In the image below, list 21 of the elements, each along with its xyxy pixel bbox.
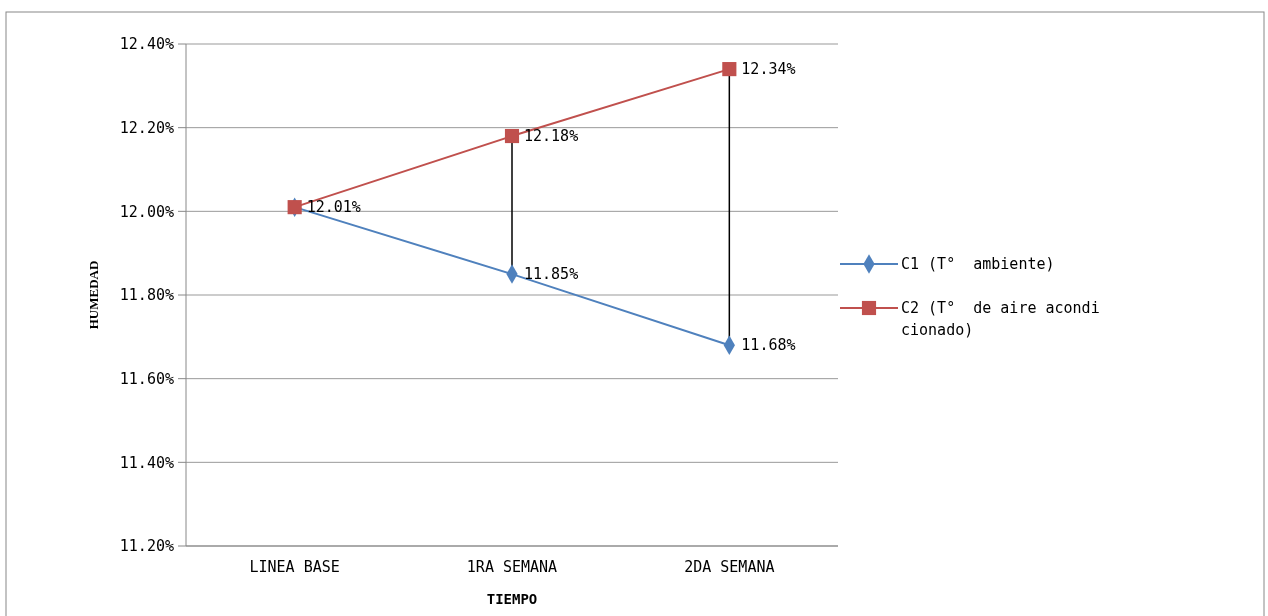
y-tick-label: 11.80% [119,286,174,305]
y-tick-label: 12.20% [119,118,174,137]
y-axis-title: HUMEDAD [86,260,101,330]
y-tick-label: 12.00% [119,202,174,221]
data-label: 11.85% [524,265,579,284]
y-tick-label: 12.40% [119,35,174,54]
y-tick-label: 11.60% [119,369,174,388]
x-tick-label: 1RA SEMANA [466,558,558,576]
data-label: 12.18% [524,127,579,146]
y-tick-label: 11.40% [119,453,174,472]
point [504,128,520,144]
data-label: 11.68% [741,336,796,355]
legend-label: C1 (T° ambiente) [901,255,1055,274]
legend-label: C2 (T° de aire acondicionado) [901,299,1100,340]
point [722,62,737,77]
x-tick-label: LINEA BASE [249,558,340,576]
data-label: 12.01% [306,198,361,217]
data-label: 12.34% [741,60,796,79]
x-tick-label: 2DA SEMANA [684,558,775,576]
x-axis-title: TIEMPO [486,591,538,607]
y-tick-label: 11.20% [119,537,174,556]
